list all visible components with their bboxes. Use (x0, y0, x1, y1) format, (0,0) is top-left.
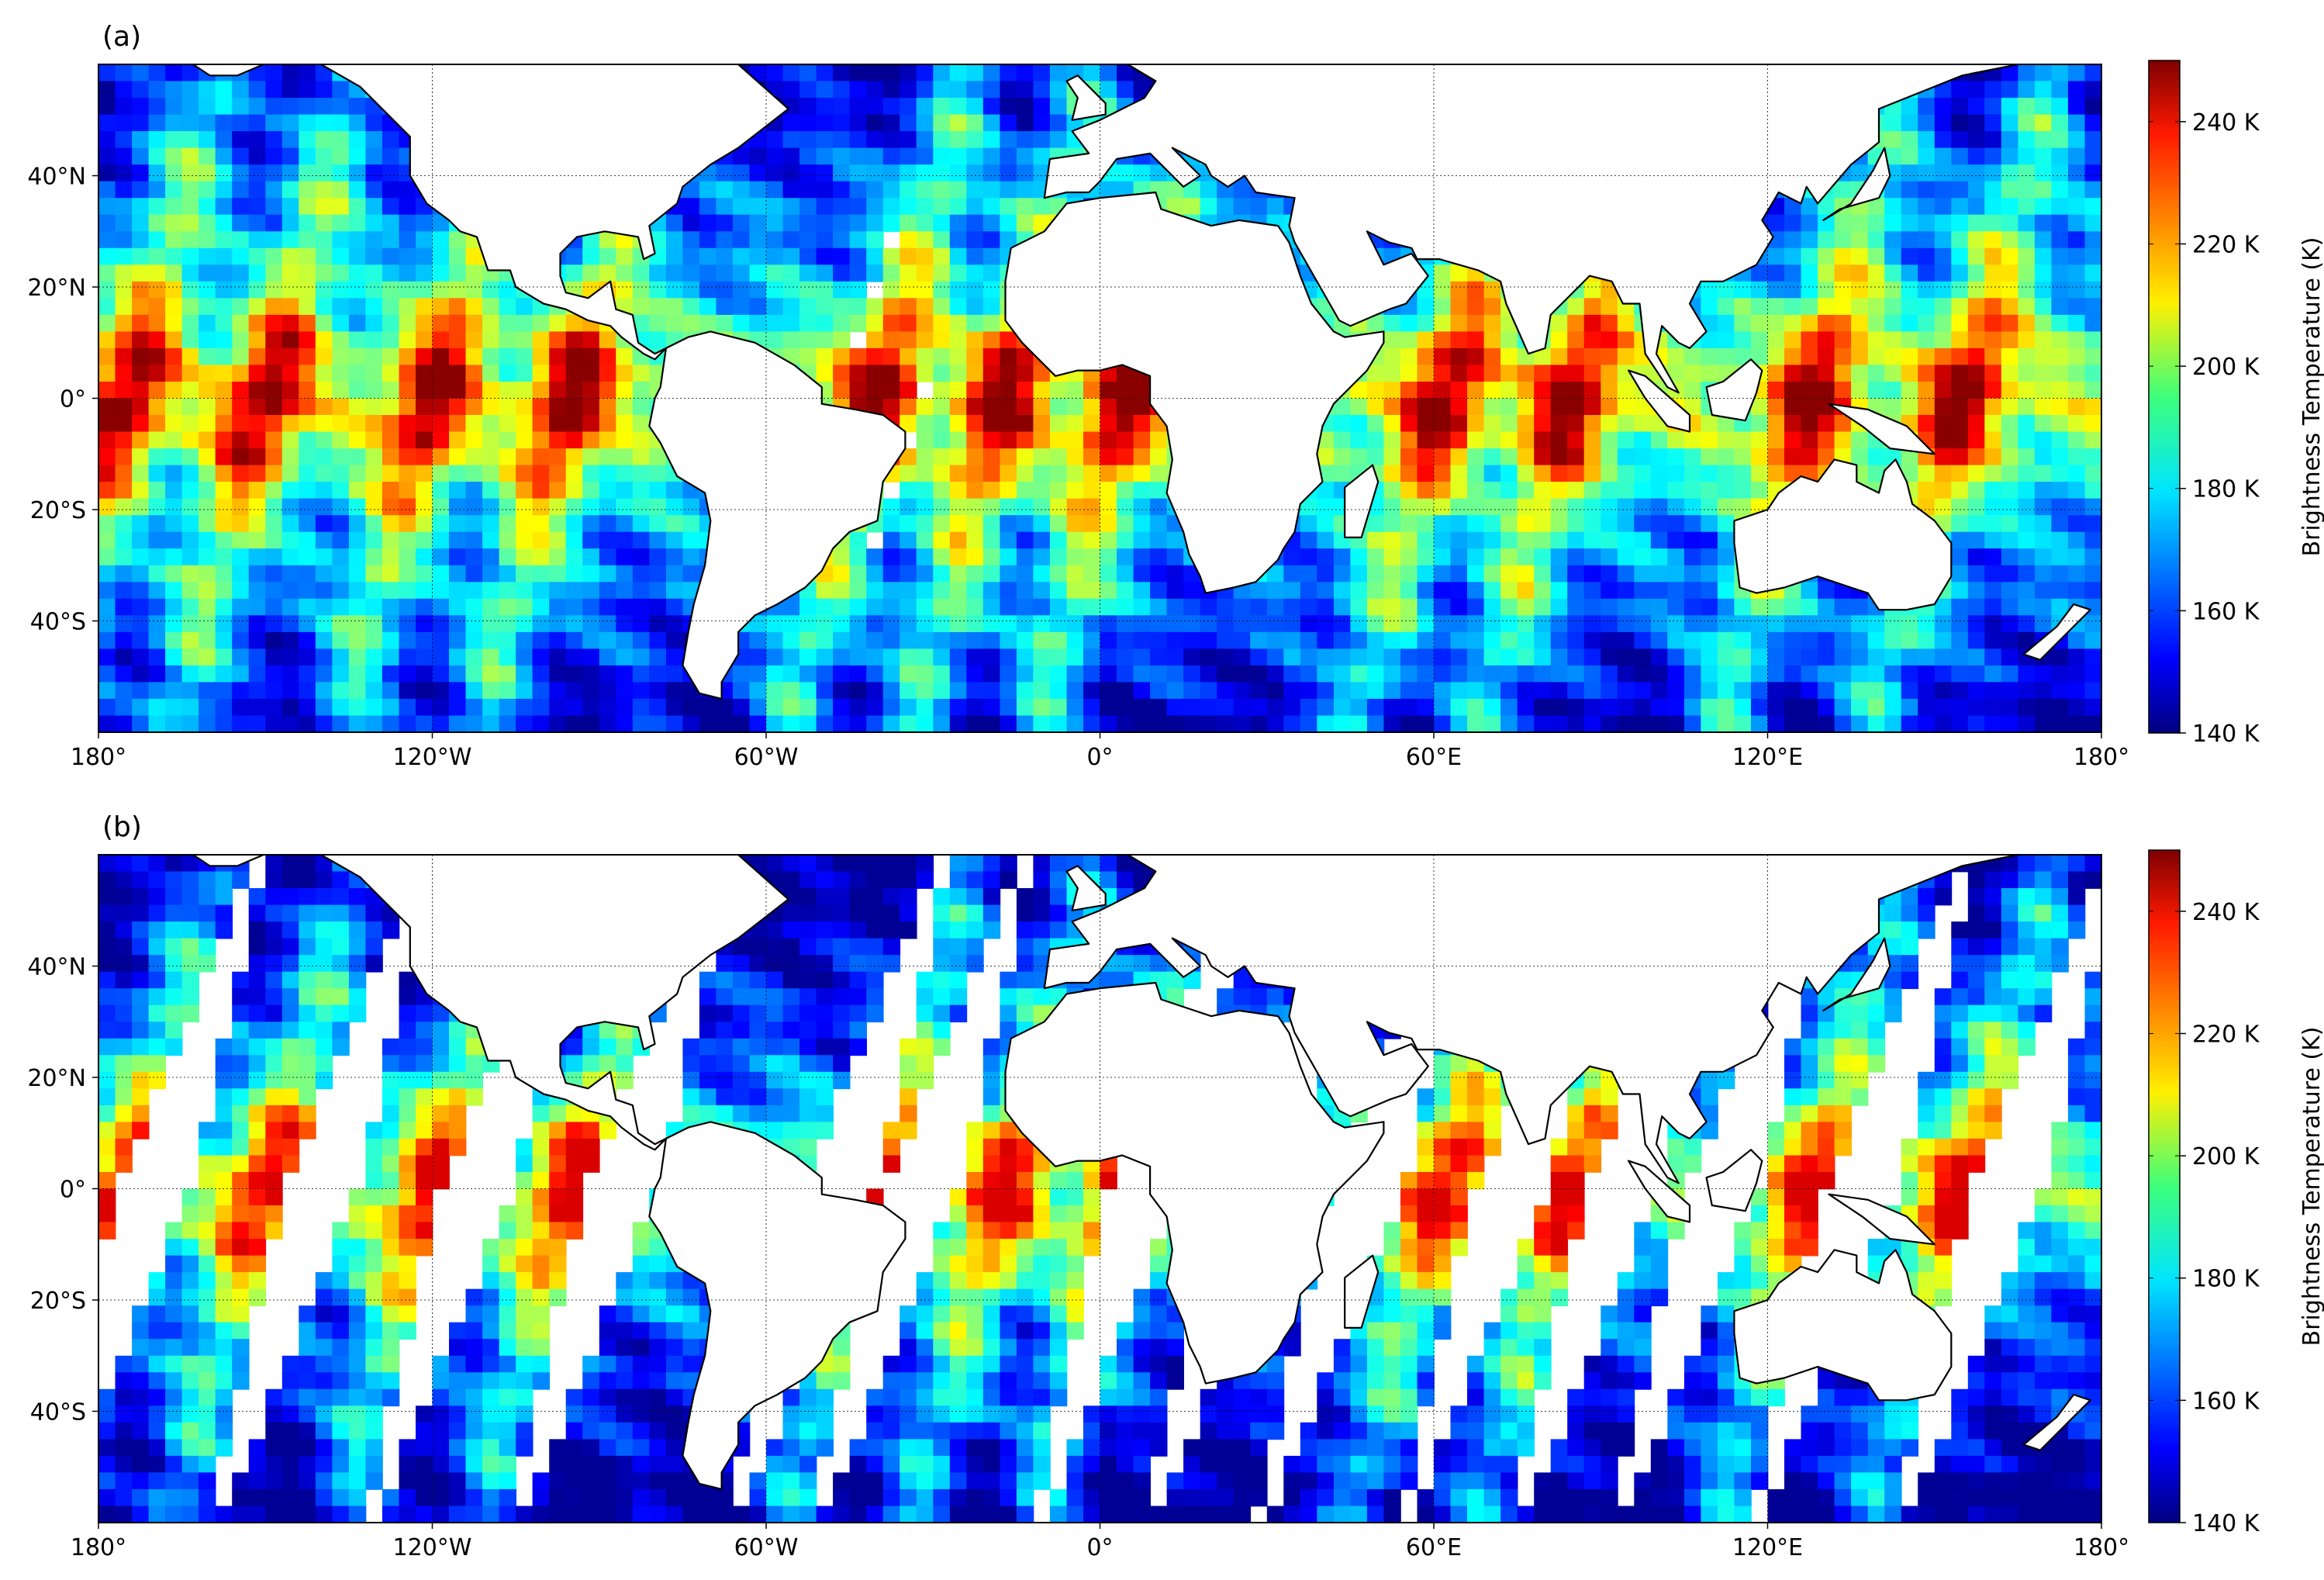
land-south-america (648, 330, 906, 700)
colorbar-tick-label: 180 K (2192, 1266, 2260, 1293)
colorbar-tick-label: 240 K (2192, 899, 2260, 926)
x-tick-label: 180° (71, 744, 126, 771)
y-tick-label: 20°S (30, 497, 86, 524)
land-britain (1065, 74, 1107, 121)
x-tick-label: 0° (1086, 1534, 1113, 1561)
colorbar-tick-label: 220 K (2192, 1021, 2260, 1048)
colorbar-tick-label: 180 K (2192, 476, 2260, 503)
land-south-america (648, 1121, 906, 1490)
land-new-zealand (2022, 1393, 2091, 1451)
y-tick-label: 40°N (27, 164, 86, 191)
x-tick-label: 120°W (393, 744, 472, 771)
colorbar-tick-label: 240 K (2192, 109, 2260, 137)
land-japan (1822, 937, 1891, 1011)
land-madagascar (1344, 464, 1380, 538)
colorbar: 140 K 160 K 180 K 200 K 220 K 240 K Brightness… (2148, 849, 2324, 1537)
land-japan (1822, 147, 1891, 221)
x-tick-label: 180° (71, 1534, 126, 1561)
colorbar-tick-label: 140 K (2192, 721, 2260, 748)
colorbar-gradient (2148, 849, 2181, 1523)
colorbar-label: Brightness Temperature (K) (2298, 1027, 2324, 1347)
x-tick-label: 0° (1086, 744, 1113, 771)
x-tick-label: 120°W (393, 1534, 472, 1561)
coastlines (191, 821, 2091, 1490)
map-panel-b: 180° 120°W 60°W 0° 60°E 120°E 180° 40°S 20°S 0° 20… (27, 811, 2324, 1561)
x-tick-label: 120°E (1732, 1534, 1803, 1561)
land-new-guinea (1828, 403, 1936, 455)
land-eurasia (1043, 64, 2025, 394)
x-tick-label: 60°W (734, 744, 799, 771)
x-tick-label: 60°E (1406, 1534, 1462, 1561)
land-iceland (966, 821, 1027, 832)
gridlines (98, 64, 2101, 732)
colorbar: 140 K 160 K 180 K 200 K 220 K 240 K Brightness… (2148, 60, 2324, 748)
y-tick-label: 20°S (30, 1288, 86, 1315)
x-tick-label: 60°W (734, 1534, 799, 1561)
land-africa (1004, 191, 1385, 594)
land-north-america (191, 64, 789, 361)
coastlines (191, 31, 2091, 700)
y-tick-label: 20°N (27, 275, 86, 302)
colorbar-tick-label: 220 K (2192, 231, 2260, 258)
colorbar-label: Brightness Temperature (K) (2298, 237, 2324, 557)
land-greenland (793, 855, 851, 856)
y-tick-label: 0° (60, 1177, 86, 1204)
land-borneo (1705, 1149, 1763, 1212)
land-north-america (191, 855, 789, 1151)
x-tick-label: 180° (2074, 1534, 2129, 1561)
y-tick-label: 0° (60, 386, 86, 413)
x-tick-label: 120°E (1732, 744, 1803, 771)
land-australia (1733, 458, 1953, 611)
map-panel-a: 180° 120°W 60°W 0° 60°E 120°E 180° 40°S 20°S 0° 20… (27, 21, 2324, 771)
land-new-zealand (2022, 603, 2091, 661)
colorbar-tick-label: 160 K (2192, 1388, 2260, 1415)
y-tick-label: 20°N (27, 1065, 86, 1092)
x-tick-label: 180° (2074, 744, 2129, 771)
land-africa (1004, 981, 1385, 1385)
land-new-guinea (1828, 1193, 1936, 1246)
colorbar-gradient (2148, 60, 2181, 734)
y-tick-label: 40°S (30, 609, 86, 636)
land-iceland (966, 31, 1027, 42)
land-greenland (793, 64, 851, 66)
panel-label: (a) (102, 21, 141, 53)
gridlines (98, 855, 2101, 1523)
land-australia (1733, 1249, 1953, 1402)
colorbar-tick-label: 140 K (2192, 1510, 2260, 1537)
land-sumatra (1628, 1160, 1691, 1223)
y-tick-label: 40°S (30, 1399, 86, 1426)
colorbar-tick-label: 200 K (2192, 1143, 2260, 1170)
land-borneo (1705, 358, 1763, 422)
colorbar-tick-label: 200 K (2192, 354, 2260, 381)
colorbar-tick-label: 160 K (2192, 598, 2260, 625)
land-eurasia (1043, 855, 2025, 1184)
x-tick-label: 60°E (1406, 744, 1462, 771)
panel-label: (b) (102, 811, 142, 843)
land-sumatra (1628, 369, 1691, 433)
land-britain (1065, 865, 1107, 911)
y-tick-label: 40°N (27, 954, 86, 981)
brightness-temperature-field (98, 855, 2101, 1523)
land-madagascar (1344, 1254, 1380, 1329)
